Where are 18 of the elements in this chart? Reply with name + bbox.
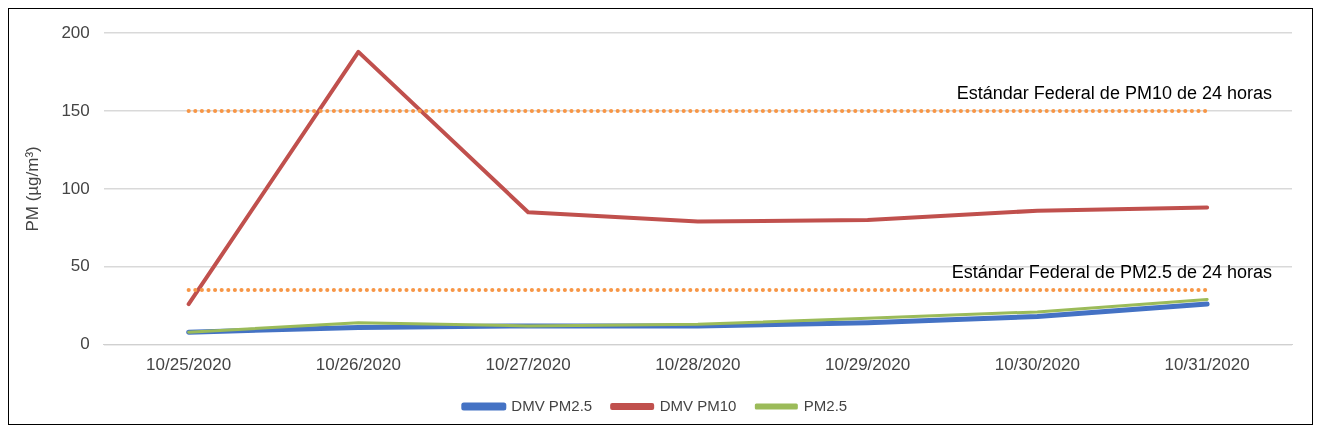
- y-axis-title: PM (µg/m³): [22, 146, 42, 232]
- ref-line-label: Estándar Federal de PM10 de 24 horas: [956, 83, 1272, 104]
- ref-line-label: Estándar Federal de PM2.5 de 24 horas: [951, 262, 1272, 283]
- x-tick-label: 10/31/2020: [1164, 355, 1250, 375]
- legend-label: DMV PM2.5: [511, 396, 593, 414]
- legend-label: DMV PM10: [659, 396, 737, 414]
- y-tick-label: 200: [61, 22, 90, 42]
- x-tick-label: 10/26/2020: [315, 355, 401, 375]
- x-tick-label: 10/27/2020: [485, 355, 571, 375]
- x-tick-label: 10/25/2020: [146, 355, 232, 375]
- legend-label: PM2.5: [803, 396, 848, 414]
- x-tick-label: 10/29/2020: [825, 355, 911, 375]
- y-tick-label: 0: [80, 334, 90, 354]
- y-tick-label: 50: [70, 256, 90, 276]
- y-tick-label: 100: [61, 178, 90, 198]
- y-tick-label: 150: [61, 100, 90, 120]
- x-tick-label: 10/30/2020: [994, 355, 1080, 375]
- x-tick-label: 10/28/2020: [655, 355, 741, 375]
